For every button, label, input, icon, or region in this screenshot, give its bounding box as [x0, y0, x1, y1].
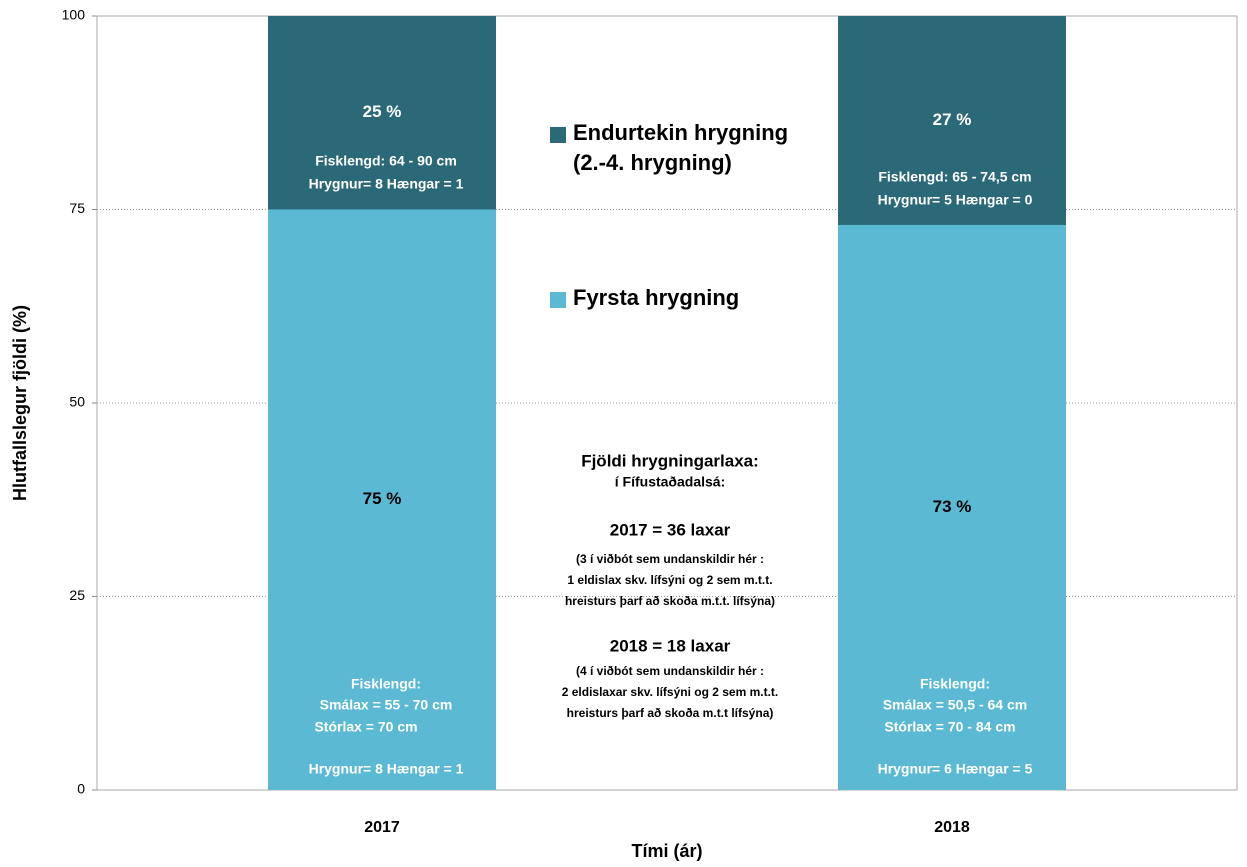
- y-tick-label: 25: [69, 587, 85, 603]
- annotation: 1 eldislax skv. lífsýni og 2 sem m.t.t.: [567, 573, 772, 587]
- y-tick-label: 75: [69, 200, 85, 216]
- value-label: 73 %: [933, 497, 972, 516]
- annotation: Stórlax = 70 cm: [314, 719, 417, 735]
- annotation: Hrygnur= 5 Hængar = 0: [878, 192, 1033, 208]
- annotation: Smálax = 50,5 - 64 cm: [883, 697, 1027, 713]
- bar-segment: [838, 16, 1066, 225]
- annotation: Smálax = 55 - 70 cm: [320, 697, 453, 713]
- y-tick-label: 50: [69, 394, 85, 410]
- value-label: 75 %: [363, 489, 402, 508]
- legend-label: Endurtekin hrygning (2.-4. hrygning): [573, 120, 789, 175]
- annotation: Fisklengd:: [351, 676, 421, 692]
- annotation: í Fífustaðadalsá:: [615, 474, 725, 490]
- annotation: Hrygnur= 8 Hængar = 1: [309, 761, 464, 777]
- y-tick-label: 0: [77, 781, 85, 797]
- y-tick-label: 100: [62, 7, 86, 23]
- bar-segment: [268, 209, 496, 790]
- annotation: Stórlax = 70 - 84 cm: [884, 719, 1015, 735]
- annotation: Hrygnur= 6 Hængar = 5: [878, 761, 1033, 777]
- annotation: Fjöldi hrygningarlaxa:: [581, 451, 759, 470]
- value-label: 27 %: [933, 110, 972, 129]
- plot-border: [96, 15, 1238, 791]
- legend-swatch: [550, 127, 566, 143]
- annotation: (3 í viðbót sem undanskildir hér :: [576, 552, 764, 566]
- annotation: 2018 = 18 laxar: [610, 636, 731, 655]
- x-tick-label: 2017: [364, 819, 400, 836]
- value-label: 25 %: [363, 102, 402, 121]
- annotation: Fisklengd: 65 - 74,5 cm: [878, 169, 1031, 185]
- legend-swatch: [550, 292, 566, 308]
- annotation: 2 eldislaxar skv. lífsýni og 2 sem m.t.t…: [562, 685, 779, 699]
- annotation: hreisturs þarf að skoða m.t.t lífsýna): [567, 706, 774, 720]
- x-tick-label: 2018: [934, 819, 970, 836]
- legend-entry: Fyrsta hrygning: [573, 285, 740, 310]
- annotation: Fisklengd: 64 - 90 cm: [315, 153, 457, 169]
- annotation: Fisklengd:: [920, 676, 990, 692]
- y-axis-title: Hlutfallslegur fjöldi (%): [10, 305, 30, 501]
- annotation: Hrygnur= 8 Hængar = 1: [309, 176, 464, 192]
- annotation: (4 í viðbót sem undanskildir hér :: [576, 664, 764, 678]
- x-axis-title: Tími (ár): [631, 841, 702, 861]
- bar-segment: [268, 16, 496, 210]
- legend-entry: Endurtekin hrygning (2.-4. hrygning): [573, 120, 789, 175]
- annotation: 2017 = 36 laxar: [610, 520, 731, 539]
- annotation: hreisturs þarf að skoða m.t.t. lífsýna): [565, 594, 775, 608]
- legend-label: Fyrsta hrygning: [573, 285, 740, 310]
- bar-segment: [838, 224, 1066, 791]
